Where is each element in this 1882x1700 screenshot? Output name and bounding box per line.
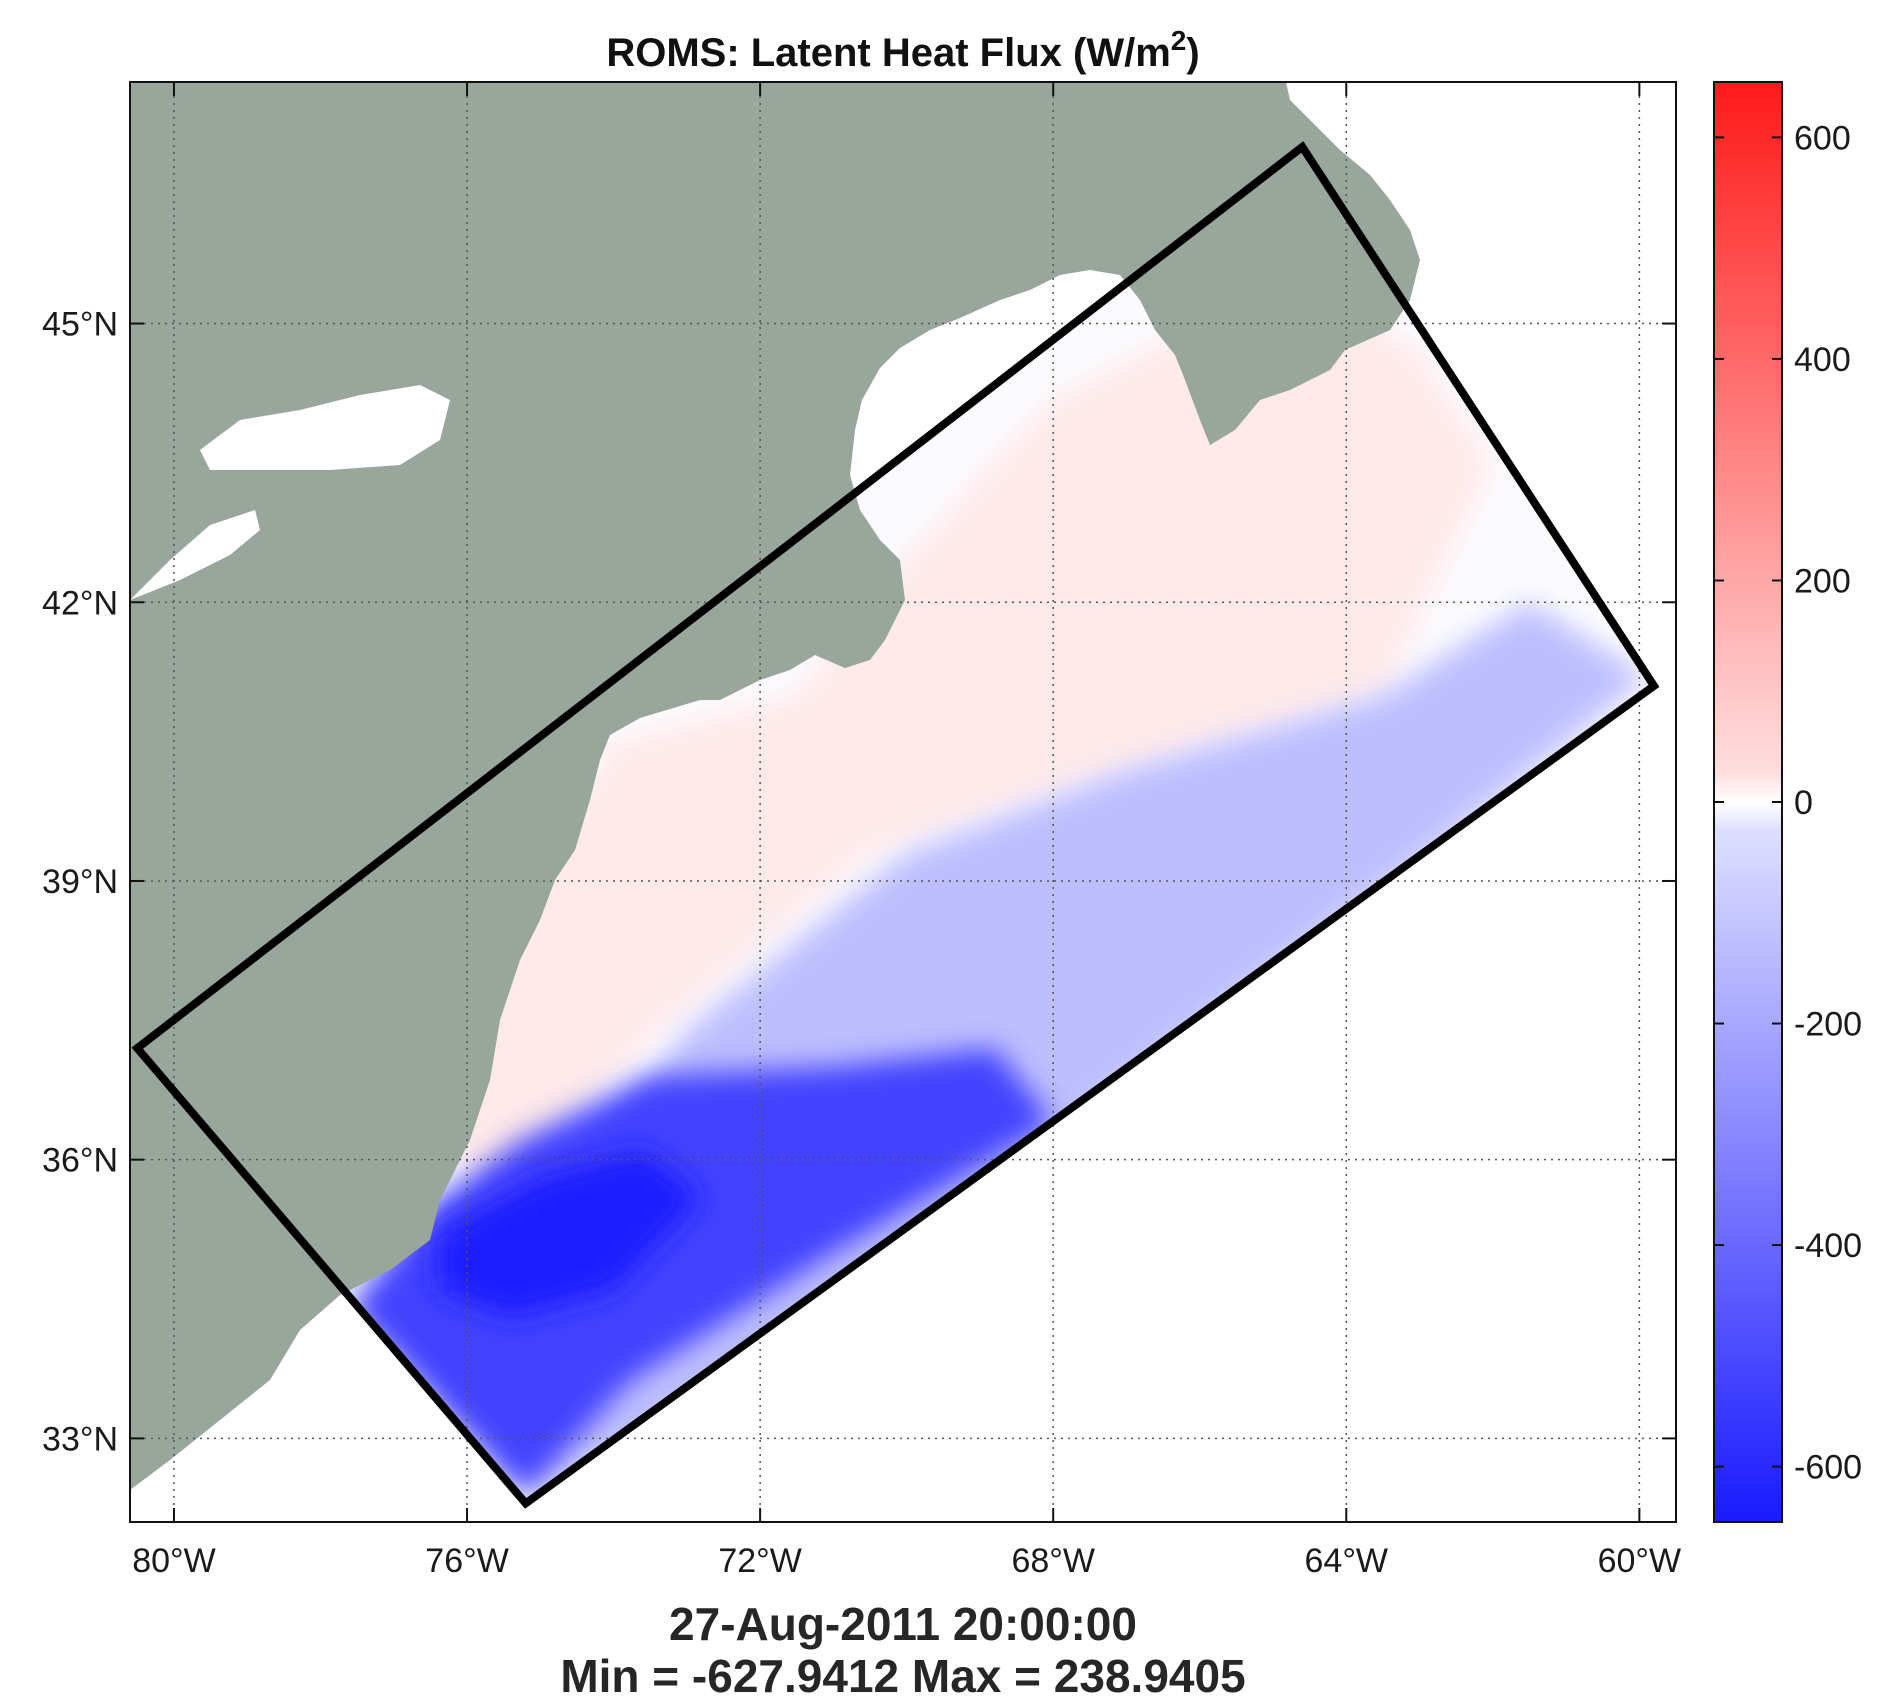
model-domain-box bbox=[131, 141, 1660, 1509]
colorbar-tick-label: 400 bbox=[1794, 341, 1851, 379]
flux-region-1 bbox=[423, 277, 1493, 1197]
y-tick-label: 42°N bbox=[42, 584, 118, 622]
colorbar-tick-label: -400 bbox=[1794, 1227, 1862, 1265]
x-tick-label: 76°W bbox=[425, 1542, 509, 1580]
y-tick-label: 39°N bbox=[42, 863, 118, 901]
flux-region-4 bbox=[437, 1150, 702, 1318]
x-tick-label: 80°W bbox=[132, 1542, 216, 1580]
x-tick-label: 72°W bbox=[718, 1542, 802, 1580]
flux-region-3 bbox=[349, 1048, 1054, 1495]
colorbar-gradient bbox=[1713, 81, 1783, 1523]
colorbar-tick-label: 600 bbox=[1794, 119, 1851, 157]
x-tick-label: 60°W bbox=[1598, 1542, 1682, 1580]
y-tick-label: 33°N bbox=[42, 1420, 118, 1458]
axis-ticks: 80°W 76°W 72°W 68°W 64°W 60°W 45°N 42°N 39°N 36°N… bbox=[42, 82, 1681, 1580]
chart-title: ROMS: Latent Heat Flux (W/m2) bbox=[606, 25, 1199, 75]
y-tick-label: 36°N bbox=[42, 1142, 118, 1180]
colorbar-tick-label: 0 bbox=[1794, 784, 1813, 822]
timestamp-label: 27-Aug-2011 20:00:00 bbox=[669, 1598, 1137, 1650]
colorbar-tick-label: -600 bbox=[1794, 1449, 1862, 1487]
colorbar-tick-label: 200 bbox=[1794, 562, 1851, 600]
colorbar-tick-label: -200 bbox=[1794, 1006, 1862, 1044]
colorbar: 600 400 200 0 -200 -400 -600 bbox=[1713, 81, 1862, 1523]
lake-ontario bbox=[200, 385, 450, 470]
x-tick-label: 68°W bbox=[1011, 1542, 1095, 1580]
y-tick-label: 45°N bbox=[42, 306, 118, 344]
x-tick-label: 64°W bbox=[1305, 1542, 1389, 1580]
lake-erie bbox=[130, 510, 260, 600]
colorbar-ticks: 600 400 200 0 -200 -400 -600 bbox=[1714, 119, 1862, 1487]
graticule bbox=[130, 82, 1676, 1522]
min-max-label: Min = -627.9412 Max = 238.9405 bbox=[560, 1650, 1245, 1700]
axes-frame bbox=[129, 81, 1677, 1523]
